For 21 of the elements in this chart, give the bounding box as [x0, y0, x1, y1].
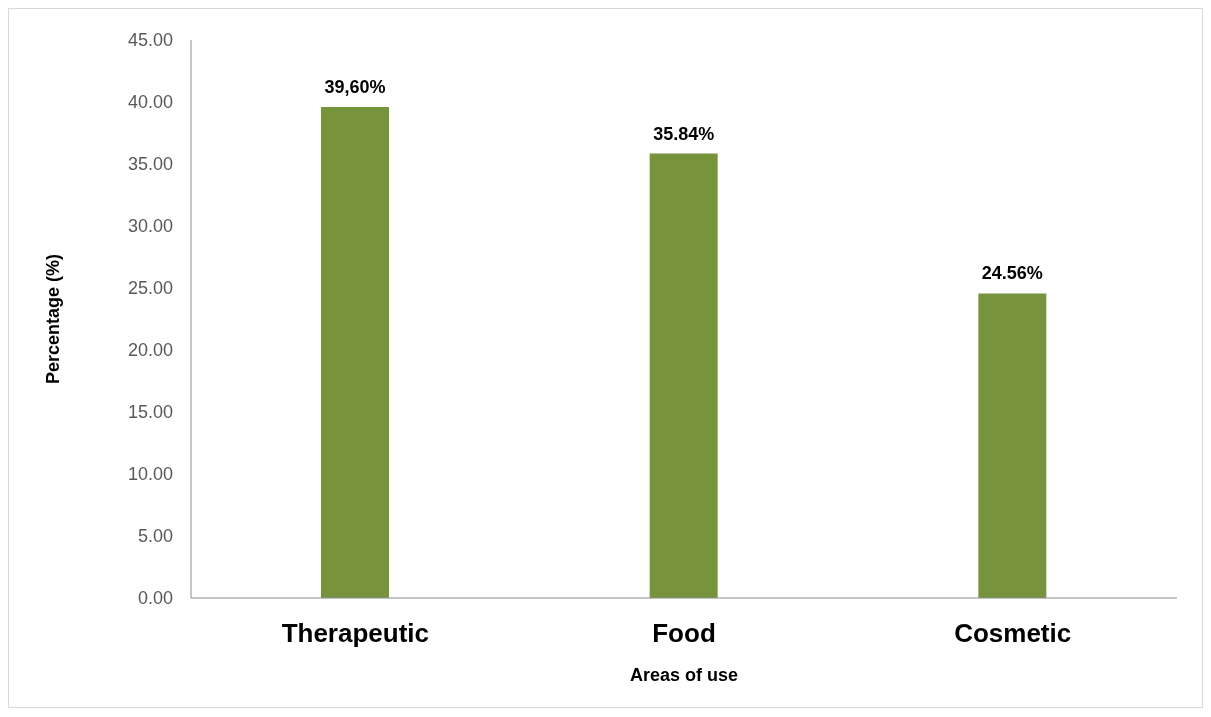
y-tick-label: 5.00: [137, 526, 173, 547]
data-label: 35.84%: [653, 123, 715, 144]
data-label: 39,60%: [324, 76, 386, 97]
x-tick-label: Cosmetic: [954, 618, 1072, 649]
y-tick-label: 20.00: [127, 340, 173, 361]
y-tick-label: 0.00: [137, 588, 173, 609]
y-tick-label: 25.00: [127, 278, 173, 299]
y-tick-label: 10.00: [127, 464, 173, 485]
y-tick-label: 40.00: [127, 92, 173, 113]
y-tick-label: 30.00: [127, 216, 173, 237]
x-axis-title: Areas of use: [629, 665, 739, 685]
x-tick-label: Food: [652, 618, 716, 649]
y-tick-label: 15.00: [127, 402, 173, 423]
y-axis-title: Percentage (%): [43, 253, 64, 385]
x-tick-label: Therapeutic: [281, 618, 430, 649]
y-tick-label: 35.00: [127, 154, 173, 175]
bar: [978, 293, 1047, 598]
bar: [649, 153, 718, 598]
data-label: 24.56%: [981, 263, 1043, 284]
bar: [321, 106, 389, 598]
y-tick-label: 45.00: [127, 30, 173, 51]
